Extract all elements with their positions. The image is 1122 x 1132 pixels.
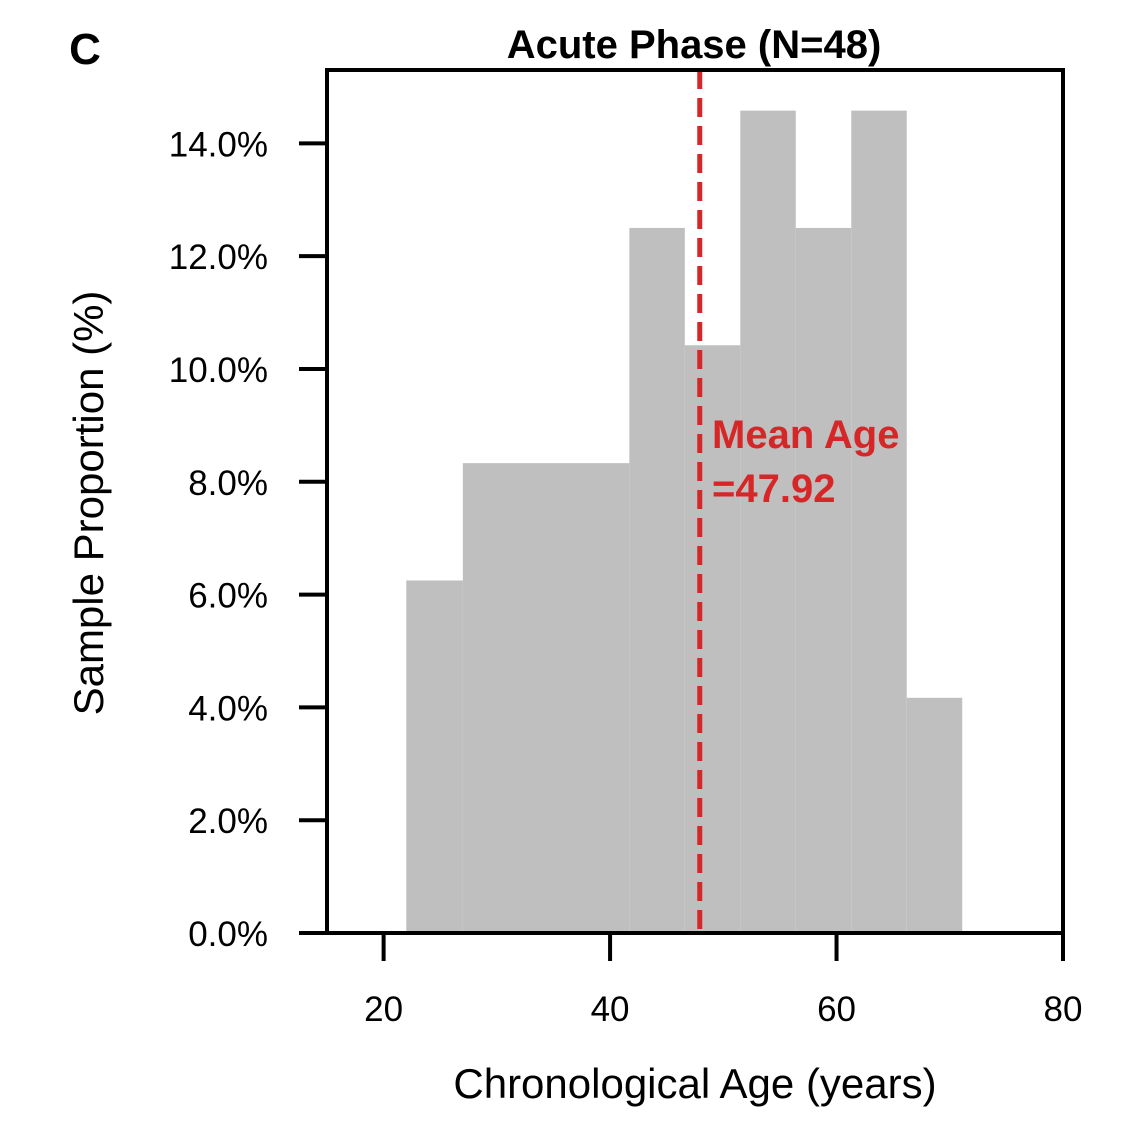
y-tick-label-4: 8.0% xyxy=(188,464,268,503)
y-tick-label-3: 6.0% xyxy=(188,577,268,616)
y-tick-label-5: 10.0% xyxy=(169,351,268,390)
mean-age-annotation-label: Mean Age xyxy=(712,413,899,457)
mean-age-annotation-value: =47.92 xyxy=(712,467,835,511)
y-axis-ticks: 0.0% 2.0% 4.0% 6.0% 8.0% 10.0% 12.0% 14.0% xyxy=(169,125,327,954)
histogram-bar-5 xyxy=(795,227,852,934)
x-tick-label-2: 60 xyxy=(817,990,856,1029)
histogram-bar-1 xyxy=(462,463,630,933)
y-tick-label-0: 0.0% xyxy=(188,915,268,954)
x-axis-ticks: 20 40 60 80 xyxy=(364,933,1082,1029)
y-tick-label-6: 12.0% xyxy=(169,238,268,277)
chart-title: Acute Phase (N=48) xyxy=(507,23,882,67)
histogram-bar-6 xyxy=(851,110,907,934)
histogram-bar-4 xyxy=(740,110,796,934)
y-axis-label: Sample Proportion (%) xyxy=(65,291,112,716)
histogram-bars xyxy=(406,110,963,934)
plot-frame xyxy=(325,68,1065,935)
y-tick-label-2: 4.0% xyxy=(188,689,268,728)
histogram-bar-3 xyxy=(684,345,741,933)
panel-label: C xyxy=(69,25,101,74)
x-tick-label-0: 20 xyxy=(364,990,403,1029)
y-tick-label-7: 14.0% xyxy=(169,125,268,164)
y-tick-label-1: 2.0% xyxy=(188,802,268,841)
x-tick-label-1: 40 xyxy=(591,990,630,1029)
histogram-bar-2 xyxy=(629,227,685,934)
histogram-bar-7 xyxy=(906,697,963,933)
x-tick-label-3: 80 xyxy=(1044,990,1083,1029)
x-axis-label: Chronological Age (years) xyxy=(453,1060,936,1107)
histogram-bar-0 xyxy=(406,580,463,933)
